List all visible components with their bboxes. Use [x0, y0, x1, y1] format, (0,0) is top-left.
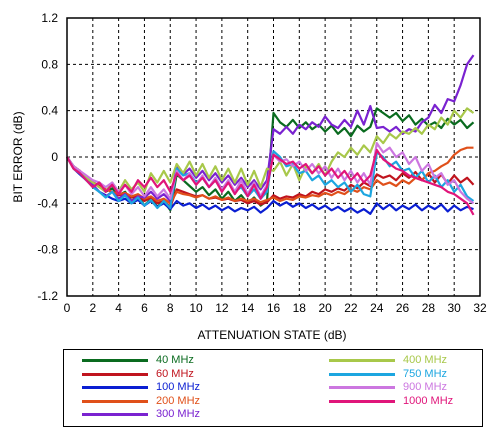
series-line-1000-mhz: [66, 148, 475, 216]
x-tick-label: 24: [370, 301, 384, 315]
y-tick-label: -0.4: [37, 196, 58, 210]
legend-label: 60 MHz: [156, 367, 194, 380]
legend: 40 MHz 60 MHz 100 MHz 200 MHz 300 MHz 400 MHz…: [63, 349, 483, 427]
y-tick-label: 0: [51, 150, 58, 164]
x-tick-label: 22: [344, 301, 358, 315]
legend-label: 100 MHz: [156, 381, 201, 393]
legend-swatch: [82, 386, 148, 389]
x-tick-label: 20: [318, 301, 332, 315]
x-tick-label: 30: [448, 301, 462, 315]
x-tick-label: 8: [167, 301, 174, 315]
legend-label: 400 MHz: [403, 354, 448, 366]
y-tick-label: 1.2: [41, 11, 58, 25]
x-tick-label: 28: [422, 301, 436, 315]
legend-label: 200 MHz: [156, 394, 201, 407]
x-tick-label: 12: [215, 301, 229, 315]
x-axis-label: ATTENUATION STATE (dB): [197, 328, 346, 342]
legend-swatch: [82, 399, 148, 403]
legend-swatch: [329, 359, 395, 362]
x-tick-label: 32: [473, 301, 487, 315]
x-tick-label: 2: [89, 301, 96, 315]
x-tick-label: 0: [64, 301, 71, 315]
legend-swatch: [329, 399, 395, 403]
y-tick-label: -1.2: [37, 289, 58, 303]
legend-label: 40 MHz: [156, 354, 194, 366]
series-group: [66, 54, 475, 216]
x-tick-label: 16: [267, 301, 281, 315]
y-axis-label: BIT ERROR (dB): [11, 111, 25, 202]
tick-labels: 0 2 4 6 8 10 12 14 16 18 20 22 24 26 28 30 321.20.80.40-…: [37, 11, 487, 315]
y-tick-label: 0.8: [41, 57, 58, 71]
legend-swatch: [82, 413, 148, 416]
y-tick-label: 0.4: [41, 104, 58, 118]
legend-label: 750 MHz: [403, 367, 448, 380]
legend-label: 300 MHz: [156, 408, 201, 420]
legend-label: 1000 MHz: [403, 394, 454, 407]
legend-label: 900 MHz: [403, 381, 448, 393]
x-tick-label: 18: [293, 301, 307, 315]
plot-area: [66, 17, 481, 297]
series-line-200-mhz: [66, 146, 474, 205]
x-tick-label: 4: [115, 301, 122, 315]
chart-svg: 0 2 4 6 8 10 12 14 16 18 20 22 24 26 28 30 321.20.80.40-…: [11, 11, 487, 342]
x-tick-label: 6: [141, 301, 148, 315]
legend-swatch: [329, 372, 395, 376]
x-tick-label: 10: [189, 301, 203, 315]
y-tick-label: -0.8: [37, 243, 58, 257]
legend-swatch: [82, 359, 148, 362]
x-tick-label: 26: [396, 301, 410, 315]
legend-swatch: [82, 372, 148, 376]
legend-swatch: [329, 386, 395, 389]
x-tick-label: 14: [241, 301, 255, 315]
